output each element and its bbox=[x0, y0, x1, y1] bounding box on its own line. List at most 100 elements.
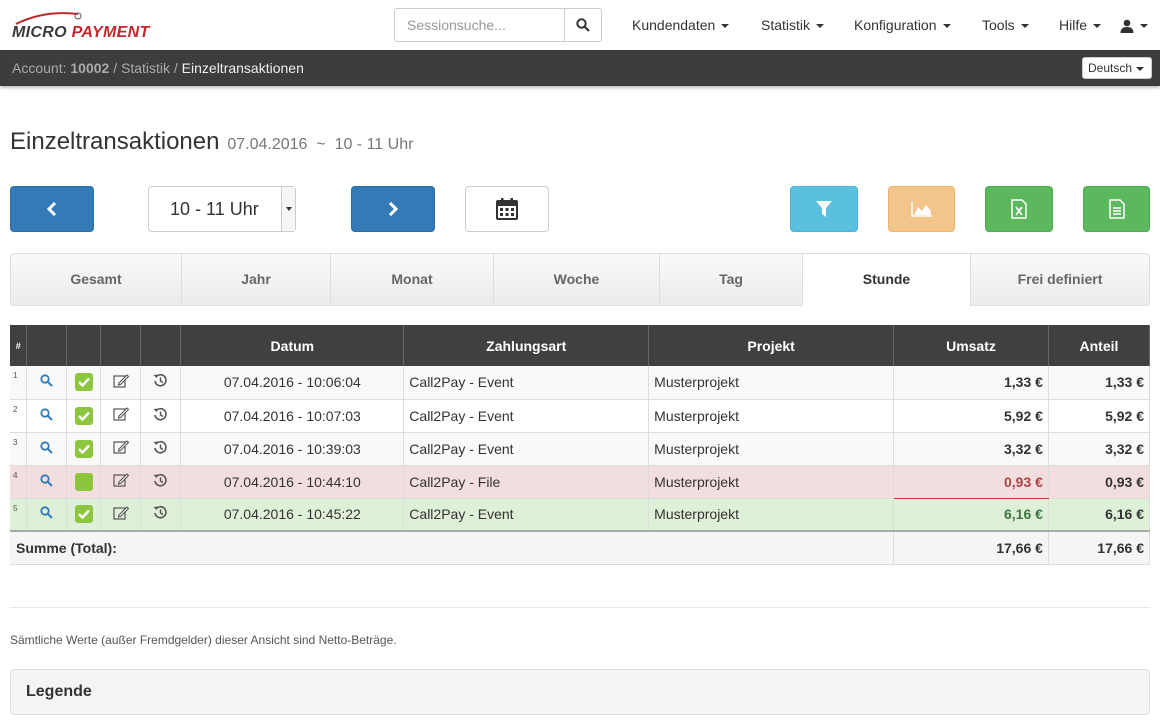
column-header-view bbox=[26, 325, 68, 366]
tab-monat[interactable]: Monat bbox=[331, 254, 494, 305]
history-button[interactable] bbox=[140, 498, 182, 532]
tab-frei-definiert[interactable]: Frei definiert bbox=[1017, 271, 1103, 287]
cell-zahlungsart: Call2Pay - Event bbox=[403, 399, 650, 433]
breadcrumb-current: Einzeltransaktionen bbox=[181, 60, 304, 76]
cell-umsatz: 5,92 € bbox=[893, 399, 1049, 433]
period-tabs: Gesamt Jahr Monat Woche Tag Stunde Frei … bbox=[10, 253, 1150, 306]
session-search-input[interactable] bbox=[394, 8, 565, 42]
history-icon bbox=[153, 407, 168, 421]
nav-kundendaten[interactable]: Kundendaten bbox=[632, 0, 730, 50]
column-header-umsatz[interactable]: Umsatz bbox=[893, 325, 1049, 366]
breadcrumb-account-label: Account: bbox=[12, 60, 67, 76]
search-icon bbox=[40, 506, 54, 519]
calendar-icon bbox=[496, 198, 518, 220]
export-excel-button[interactable] bbox=[985, 186, 1053, 232]
history-icon bbox=[153, 506, 168, 519]
cell-projekt: Musterprojekt bbox=[648, 465, 895, 499]
chart-button[interactable] bbox=[888, 186, 955, 232]
calendar-button[interactable] bbox=[465, 186, 549, 232]
edit-button[interactable] bbox=[100, 498, 142, 532]
column-header-anteil[interactable]: Anteil bbox=[1048, 325, 1151, 366]
nav-hilfe-label: Hilfe bbox=[1059, 17, 1088, 33]
column-header-select bbox=[66, 325, 102, 366]
table-row[interactable]: 2 07.04.2016 - 10:07:03 Call2Pay - Event Mu… bbox=[10, 399, 1151, 433]
caret-down-icon bbox=[1140, 24, 1148, 29]
history-button[interactable] bbox=[140, 432, 182, 466]
nav-hilfe[interactable]: Hilfe bbox=[1059, 0, 1102, 50]
next-hour-button[interactable] bbox=[351, 186, 435, 232]
tab-tag[interactable]: Tag bbox=[660, 254, 803, 305]
export-document-button[interactable] bbox=[1083, 186, 1150, 232]
nav-konfiguration[interactable]: Konfiguration bbox=[854, 0, 951, 50]
edit-icon bbox=[113, 440, 130, 454]
breadcrumb-account[interactable]: Account: 10002 bbox=[12, 60, 109, 76]
filter-button[interactable] bbox=[790, 186, 858, 232]
column-header-datum[interactable]: Datum bbox=[180, 325, 405, 366]
legend-panel[interactable]: Legende bbox=[10, 669, 1150, 715]
nav-statistik[interactable]: Statistik bbox=[761, 0, 825, 50]
edit-button[interactable] bbox=[100, 366, 142, 400]
select-checkbox[interactable] bbox=[66, 498, 102, 532]
hour-select[interactable]: 10 - 11 Uhr bbox=[148, 186, 296, 232]
cell-anteil: 0,93 € bbox=[1048, 465, 1151, 499]
edit-button[interactable] bbox=[100, 432, 142, 466]
breadcrumb-bar: Account: 10002 / Statistik / Einzeltrans… bbox=[0, 50, 1160, 86]
tab-stunde[interactable]: Stunde bbox=[802, 254, 971, 306]
table-total-row: Summe (Total): 17,66 € 17,66 € bbox=[10, 530, 1151, 565]
micropayment-logo[interactable]: MICRO PAYMENT bbox=[12, 8, 162, 44]
search-button[interactable] bbox=[564, 8, 602, 42]
row-number: 2 bbox=[10, 399, 28, 433]
tab-woche[interactable]: Woche bbox=[494, 254, 660, 305]
cell-umsatz: 0,93 € bbox=[893, 465, 1049, 499]
breadcrumb-statistik[interactable]: Statistik bbox=[120, 60, 170, 76]
tab-gesamt[interactable]: Gesamt bbox=[11, 254, 182, 305]
history-icon bbox=[153, 440, 168, 454]
select-checkbox[interactable] bbox=[66, 399, 102, 433]
checkbox-icon bbox=[74, 472, 93, 491]
edit-button[interactable] bbox=[100, 399, 142, 433]
select-spinner[interactable] bbox=[281, 187, 295, 231]
breadcrumb: Account: 10002 / Statistik / Einzeltrans… bbox=[12, 60, 304, 76]
top-navbar: MICRO PAYMENT Kundendaten Statistik Konf… bbox=[0, 0, 1160, 50]
nav-konfiguration-label: Konfiguration bbox=[854, 17, 937, 33]
select-checkbox[interactable] bbox=[66, 465, 102, 499]
table-row[interactable]: 3 07.04.2016 - 10:39:03 Call2Pay - Event Mu… bbox=[10, 432, 1151, 466]
cell-anteil: 6,16 € bbox=[1048, 498, 1151, 532]
language-value: Deutsch bbox=[1088, 61, 1133, 75]
view-button[interactable] bbox=[26, 465, 68, 499]
column-header-projekt[interactable]: Projekt bbox=[648, 325, 895, 366]
subtitle-hour: 10 - 11 Uhr bbox=[334, 136, 414, 153]
table-row[interactable]: 4 07.04.2016 - 10:44:10 Call2Pay - File Mus… bbox=[10, 465, 1151, 499]
cell-projekt: Musterprojekt bbox=[648, 399, 895, 433]
history-button[interactable] bbox=[140, 399, 182, 433]
caret-down-icon bbox=[816, 24, 825, 29]
table-row[interactable]: 1 07.04.2016 - 10:06:04 Call2Pay - Event Mu… bbox=[10, 366, 1151, 400]
document-export-icon bbox=[1108, 199, 1125, 219]
history-icon bbox=[153, 473, 168, 487]
column-header-number: # bbox=[10, 325, 28, 366]
select-checkbox[interactable] bbox=[66, 366, 102, 400]
nav-tools[interactable]: Tools bbox=[982, 0, 1029, 50]
search-icon bbox=[40, 473, 54, 487]
edit-icon bbox=[113, 373, 130, 388]
view-button[interactable] bbox=[26, 399, 68, 433]
cell-zahlungsart: Call2Pay - Event bbox=[403, 432, 650, 466]
edit-button[interactable] bbox=[100, 465, 142, 499]
view-button[interactable] bbox=[26, 432, 68, 466]
caret-down-icon bbox=[721, 24, 730, 29]
select-checkbox[interactable] bbox=[66, 432, 102, 466]
table-row[interactable]: 5 07.04.2016 - 10:45:22 Call2Pay - Event Mu… bbox=[10, 498, 1151, 532]
tab-jahr[interactable]: Jahr bbox=[182, 254, 331, 305]
history-button[interactable] bbox=[140, 465, 182, 499]
cell-projekt: Musterprojekt bbox=[648, 498, 895, 532]
column-header-zahlungsart[interactable]: Zahlungsart bbox=[403, 325, 650, 366]
previous-hour-button[interactable] bbox=[10, 186, 94, 232]
language-select[interactable]: Deutsch bbox=[1082, 57, 1152, 79]
view-button[interactable] bbox=[26, 366, 68, 400]
view-button[interactable] bbox=[26, 498, 68, 532]
page-heading: Einzeltransaktionen bbox=[10, 128, 220, 155]
cell-datum: 07.04.2016 - 10:07:03 bbox=[180, 399, 405, 433]
nav-user-menu[interactable] bbox=[1120, 0, 1148, 50]
history-button[interactable] bbox=[140, 366, 182, 400]
total-label: Summe (Total): bbox=[10, 530, 895, 565]
